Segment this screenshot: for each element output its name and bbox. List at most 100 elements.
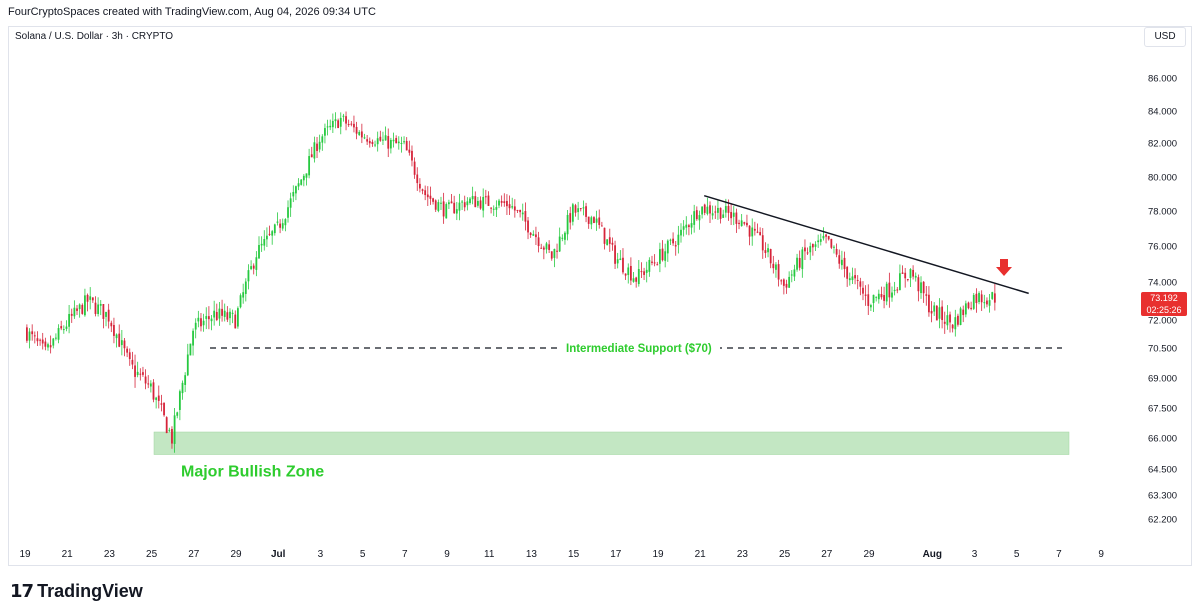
candle-body: [302, 175, 305, 181]
lines-layer: [210, 194, 1062, 349]
candle-body: [329, 125, 332, 128]
candle-body: [440, 202, 442, 204]
candle-body: [920, 282, 922, 294]
candle-body: [73, 307, 76, 317]
x-tick-label: 5: [1014, 549, 1020, 560]
candle-body: [722, 214, 725, 218]
candle-body: [39, 339, 41, 341]
candle-body: [482, 196, 485, 211]
candle-body: [469, 198, 471, 204]
candle-body: [484, 196, 487, 198]
candle-body: [163, 402, 165, 416]
candle-body: [545, 243, 548, 250]
candle-body: [688, 225, 690, 227]
y-tick-label: 66.000: [1148, 434, 1177, 445]
candle-body: [680, 229, 682, 236]
candle-body: [197, 317, 200, 322]
candle-body: [780, 280, 783, 282]
tradingview-logo[interactable]: 17 TradingView: [10, 580, 143, 602]
candle-body: [316, 143, 318, 151]
candle-body: [263, 239, 266, 246]
candle-body: [854, 275, 856, 279]
candle-body: [279, 223, 281, 228]
candle-body: [458, 202, 461, 211]
y-tick-label: 72.000: [1148, 316, 1177, 327]
candle-body: [735, 212, 738, 224]
candle-body: [207, 316, 210, 320]
candle-body: [215, 311, 218, 321]
candle-body: [466, 201, 469, 206]
candle-body: [347, 124, 350, 126]
candle-body: [637, 269, 640, 285]
candle-body: [938, 307, 941, 319]
candle-body: [603, 227, 606, 244]
candle-body: [513, 206, 516, 211]
candle-body: [437, 202, 440, 211]
candle-body: [26, 327, 28, 341]
candle-body: [181, 382, 184, 394]
candle-body: [571, 204, 574, 222]
candle-body: [904, 272, 907, 279]
bullish-zone: [153, 431, 1070, 455]
candle-body: [833, 246, 835, 248]
candle-body: [157, 395, 160, 401]
candle-body: [751, 227, 754, 237]
candle-body: [527, 220, 529, 233]
candle-body: [640, 271, 643, 273]
candle-body: [714, 211, 717, 213]
candle-body: [806, 252, 809, 254]
tradingview-logo-icon: 17: [10, 580, 34, 602]
candle-body: [690, 223, 693, 228]
candle-body: [287, 207, 289, 218]
candle-body: [36, 338, 39, 342]
candle-body: [943, 321, 946, 324]
y-tick-label: 64.500: [1148, 465, 1177, 476]
symbol-title[interactable]: Solana / U.S. Dollar · 3h · CRYPTO: [15, 31, 174, 42]
candle-body: [403, 141, 405, 143]
candle-body: [94, 302, 97, 314]
candle-body: [928, 294, 930, 313]
bar-countdown: 02:25:26: [1146, 305, 1182, 315]
candle-body: [587, 216, 590, 224]
candle-body: [99, 303, 102, 306]
candle-body: [666, 240, 669, 254]
candle-body: [142, 372, 144, 375]
candle-body: [743, 222, 746, 224]
candle-body: [595, 218, 598, 223]
candle-body: [664, 251, 667, 261]
candle-body: [933, 305, 936, 312]
candle-body: [397, 141, 400, 144]
support-label: Intermediate Support ($70): [566, 343, 712, 355]
x-tick-label: 15: [568, 549, 580, 560]
candle-body: [669, 239, 672, 241]
candle-body: [978, 292, 980, 303]
candle-body: [695, 210, 698, 220]
candle-body: [899, 273, 901, 291]
candle-body: [775, 264, 777, 270]
currency-button[interactable]: USD: [1144, 27, 1186, 47]
candle-body: [97, 304, 100, 315]
tradingview-logo-text: TradingView: [37, 580, 143, 601]
candle-body: [147, 383, 150, 385]
candle-body: [210, 318, 213, 322]
x-tick-label: 7: [1056, 549, 1062, 560]
candle-body: [840, 259, 843, 266]
candle-body: [31, 331, 34, 335]
candle-body: [189, 343, 192, 356]
candle-body: [848, 278, 851, 281]
candle-body: [376, 138, 379, 145]
candle-body: [136, 371, 139, 376]
candle-body: [107, 309, 110, 322]
candle-body: [550, 251, 553, 259]
candle-body: [880, 294, 883, 298]
candle-body: [223, 310, 226, 317]
candle-body: [859, 281, 862, 287]
candle-body: [709, 205, 711, 214]
bullish-zone-layer: [153, 431, 1070, 455]
candle-body: [782, 279, 785, 286]
candle-body: [719, 207, 722, 219]
candle-body: [819, 239, 822, 242]
candle-body: [959, 308, 962, 325]
candle-body: [418, 183, 421, 189]
